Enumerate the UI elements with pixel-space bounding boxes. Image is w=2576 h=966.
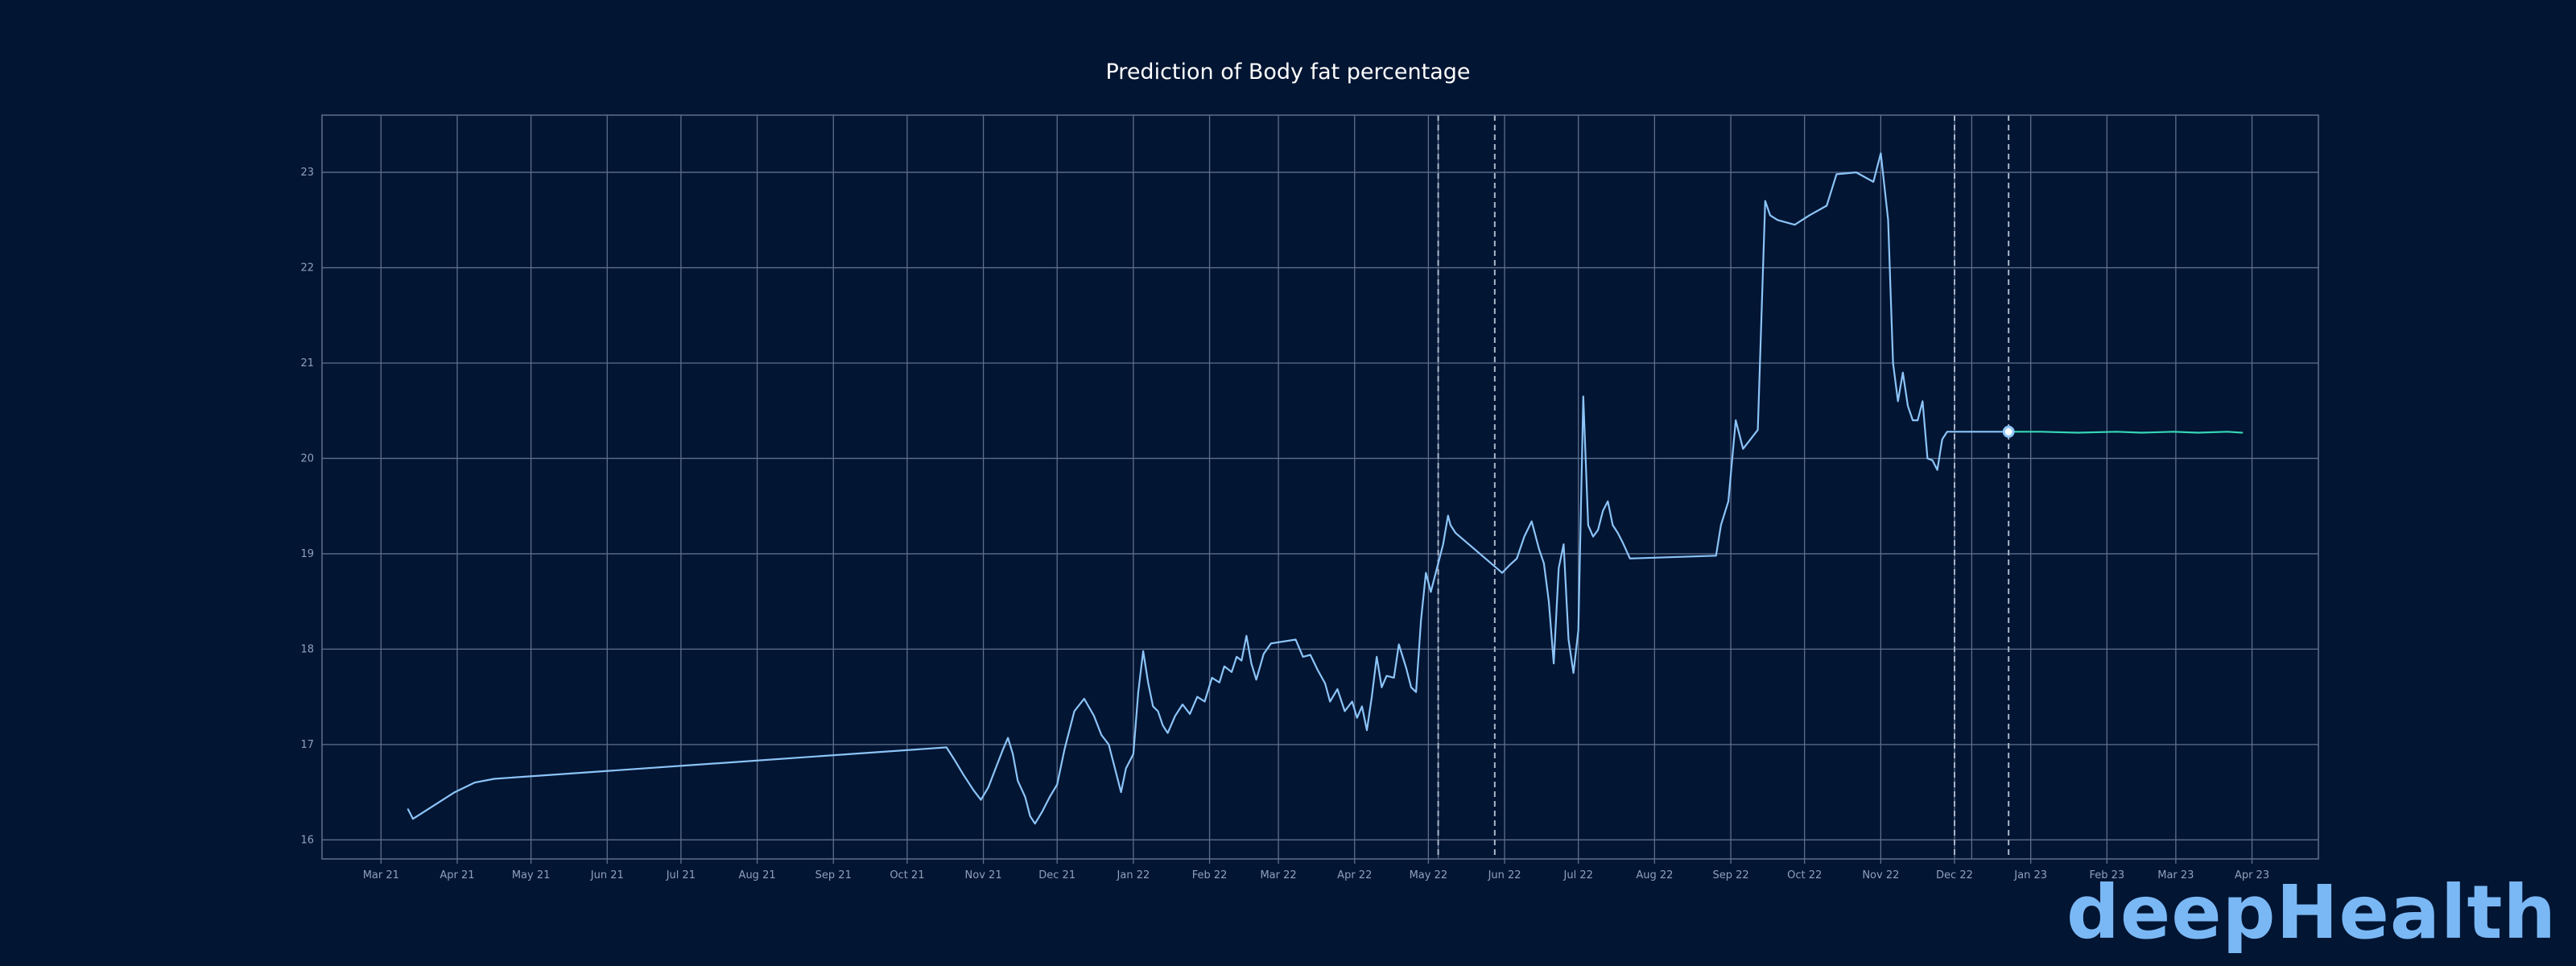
x-tick-label: Jan 23 (2013, 869, 2047, 881)
x-tick-label: Jul 22 (1563, 869, 1593, 881)
x-tick-label: Apr 22 (1337, 869, 1372, 881)
y-tick-label: 21 (300, 357, 314, 369)
x-tick-label: Nov 21 (965, 869, 1002, 881)
y-tick-label: 20 (300, 452, 314, 464)
x-tick-label: Mar 22 (1260, 869, 1296, 881)
x-tick-label: May 22 (1410, 869, 1448, 881)
x-tick-label: Dec 21 (1038, 869, 1075, 881)
chart-title: Prediction of Body fat percentage (1105, 60, 1471, 85)
history-series-line (407, 152, 2010, 825)
deephealth-logo: deepHealth (2066, 869, 2557, 956)
x-tick-label: Feb 23 (2089, 869, 2124, 881)
y-tick-label: 19 (300, 548, 314, 560)
y-tick-label: 23 (300, 167, 314, 179)
y-tick-label: 17 (300, 739, 314, 751)
y-tick-label: 18 (300, 643, 314, 655)
y-tick-label: 22 (300, 262, 314, 275)
x-tick-label: Apr 23 (2235, 869, 2269, 881)
tick-label-layer: 16 17 18 19 20 21 22 23 Mar 21 Apr 21 May 21 Jun 21… (300, 167, 2269, 881)
vertical-marker-layer (1437, 115, 2010, 859)
x-tick-label: Sep 22 (1712, 869, 1748, 881)
x-tick-label: Jun 21 (590, 869, 624, 881)
x-tick-label: Mar 21 (363, 869, 399, 881)
current-value-point (2002, 425, 2015, 438)
x-tick-label: Sep 21 (815, 869, 852, 881)
plot-frame (321, 114, 2319, 860)
x-tick-label: Dec 22 (1936, 869, 1973, 881)
x-tick-label: Apr 21 (440, 869, 474, 881)
series-layer (407, 152, 2244, 825)
y-tick-label: 16 (300, 834, 314, 846)
x-tick-label: Mar 23 (2157, 869, 2194, 881)
forecast-series-line (2008, 431, 2244, 434)
x-tick-label: Oct 22 (1787, 869, 1822, 881)
x-tick-label: Jan 22 (1117, 869, 1150, 881)
x-tick-label: May 21 (512, 869, 551, 881)
x-tick-label: Nov 22 (1862, 869, 1899, 881)
x-tick-label: Aug 21 (739, 869, 776, 881)
x-tick-label: Jul 21 (666, 869, 696, 881)
x-tick-label: Jun 22 (1488, 869, 1521, 881)
x-tick-label: Feb 22 (1192, 869, 1228, 881)
grid-layer (322, 115, 2318, 864)
x-tick-label: Aug 22 (1636, 869, 1673, 881)
x-tick-label: Oct 21 (890, 869, 924, 881)
